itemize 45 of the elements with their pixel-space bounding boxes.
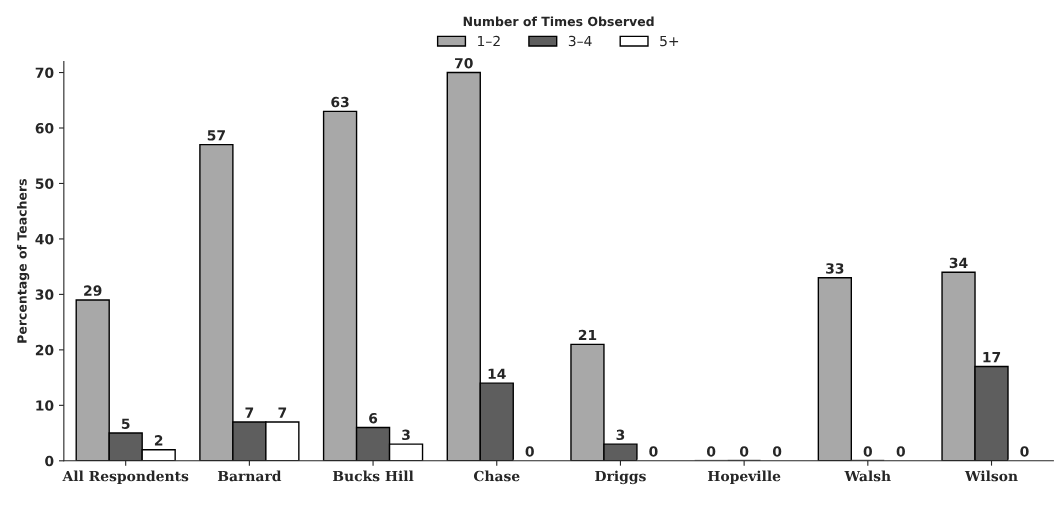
y-tick-label: 0 — [45, 455, 54, 467]
data-label: 0 — [896, 446, 905, 457]
data-label: 0 — [649, 446, 658, 457]
data-label: 5 — [121, 418, 130, 429]
data-label: 17 — [983, 352, 1001, 363]
data-label: 29 — [84, 285, 102, 296]
data-label: 7 — [278, 407, 287, 418]
data-label: 63 — [331, 96, 349, 108]
y-tick-label: 30 — [35, 289, 54, 300]
legend-label: 3–4 — [568, 35, 592, 47]
x-tick-label: Bucks Hill — [332, 470, 414, 482]
data-label: 0 — [525, 446, 534, 457]
y-tick-label: 20 — [35, 344, 54, 356]
legend-label: 5+ — [660, 35, 679, 47]
data-label: 70 — [455, 57, 473, 69]
data-label: 0 — [739, 446, 749, 457]
x-tick-label: Chase — [473, 470, 520, 482]
data-label: 57 — [207, 130, 225, 141]
data-label: 34 — [949, 257, 968, 269]
data-label: 0 — [1020, 446, 1029, 457]
y-axis-title: Percentage of Teachers — [17, 179, 30, 343]
x-tick-label: Barnard — [217, 470, 282, 482]
x-tick-label: Wilson — [964, 470, 1018, 482]
y-tick-label: 60 — [35, 122, 54, 134]
x-tick-label: Walsh — [844, 470, 891, 482]
data-label: 0 — [772, 446, 782, 457]
data-label: 14 — [488, 368, 506, 379]
data-label: 6 — [369, 412, 378, 424]
data-label: 0 — [863, 446, 872, 457]
x-tick-label: Hopeville — [707, 470, 781, 484]
y-tick-label: 70 — [35, 67, 54, 79]
y-tick-label: 50 — [35, 178, 54, 189]
data-label: 21 — [578, 329, 597, 341]
data-label: 7 — [245, 407, 254, 418]
x-tick-label: All Respondents — [62, 470, 189, 484]
legend-label: 1–2 — [478, 35, 500, 47]
data-label: 3 — [402, 429, 410, 441]
data-label: 3 — [616, 429, 625, 441]
x-tick-label: Driggs — [595, 470, 646, 485]
y-tick-label: 40 — [35, 233, 54, 245]
y-tick-label: 10 — [36, 400, 54, 411]
data-label: 2 — [154, 435, 163, 446]
data-label: 33 — [826, 263, 844, 274]
data-label: 0 — [706, 446, 716, 457]
legend-title: Number of Times Observed — [463, 16, 654, 27]
